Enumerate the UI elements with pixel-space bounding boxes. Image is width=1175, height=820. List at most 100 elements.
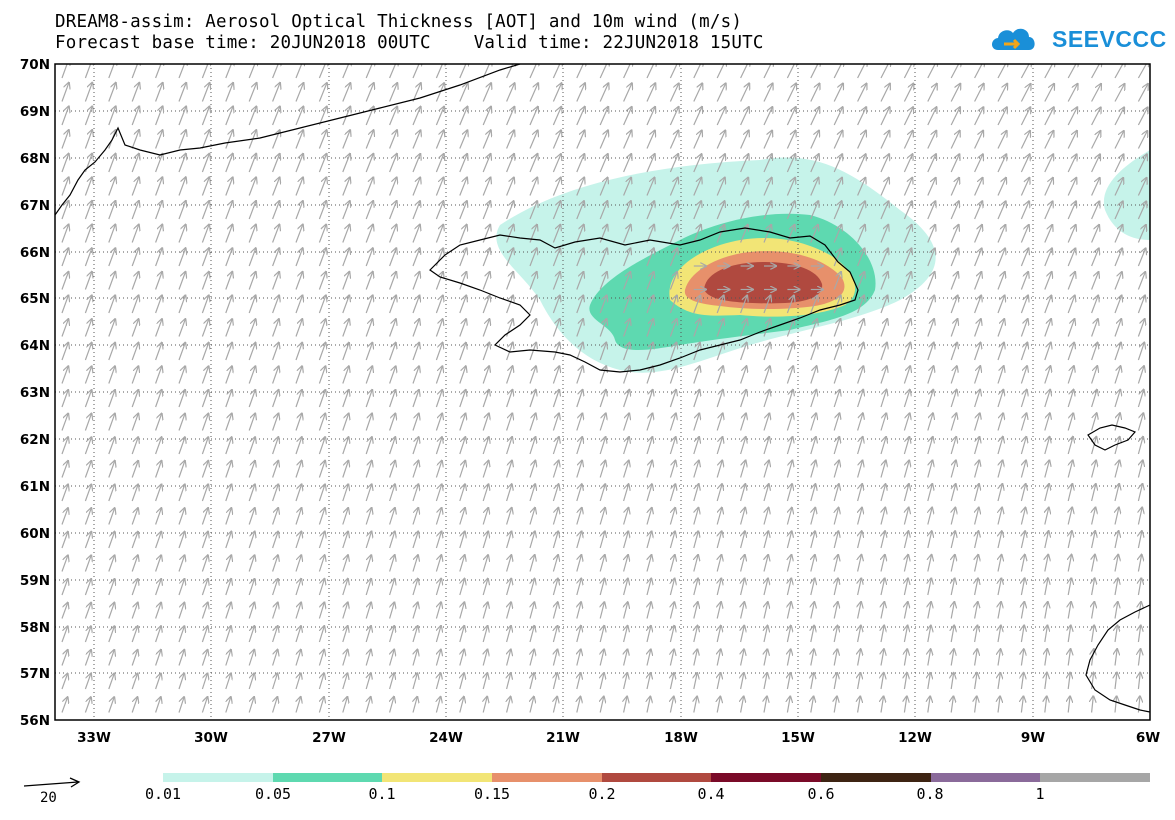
- wind-arrow: [716, 508, 722, 525]
- wind-arrow: [295, 225, 303, 243]
- wind-arrow: [576, 437, 582, 455]
- lat-label: 62N: [20, 432, 50, 448]
- wind-arrow: [717, 602, 721, 619]
- wind-arrow: [1114, 319, 1121, 337]
- wind-arrow: [1020, 249, 1028, 267]
- wind-arrow: [84, 248, 91, 267]
- wind-arrow: [318, 674, 324, 690]
- wind-arrow: [61, 697, 68, 713]
- wind-arrow: [974, 296, 982, 314]
- wind-arrow: [834, 579, 838, 596]
- wind-arrow: [272, 579, 278, 596]
- wind-arrow: [833, 390, 840, 408]
- wind-arrow: [435, 437, 442, 455]
- wind-arrow: [131, 178, 139, 196]
- wind-arrow: [1092, 579, 1095, 596]
- wind-arrow: [435, 390, 442, 408]
- wind-arrow: [435, 532, 441, 549]
- wind-arrow: [272, 367, 279, 384]
- wind-arrow: [506, 532, 512, 549]
- wind-arrow: [108, 532, 115, 549]
- wind-arrow: [1021, 508, 1025, 525]
- wind-arrow: [903, 319, 910, 337]
- wind-arrow: [482, 343, 489, 361]
- wind-arrow: [904, 579, 908, 596]
- wind-arrow: [61, 296, 68, 314]
- wind-arrow: [1020, 84, 1030, 102]
- wind-arrow: [833, 154, 842, 173]
- wind-arrow: [1044, 272, 1052, 290]
- wind-arrow: [225, 248, 233, 267]
- wind-arrow: [786, 178, 795, 196]
- wind-arrow: [342, 225, 350, 243]
- wind-arrow: [646, 461, 652, 478]
- wind-arrow: [155, 603, 161, 619]
- wind-arrow: [1067, 108, 1077, 126]
- wind-arrow: [365, 83, 374, 102]
- wind-arrow: [506, 461, 512, 478]
- wind-arrow: [108, 272, 115, 290]
- wind-arrow: [84, 650, 91, 666]
- lon-label: 15W: [781, 730, 815, 746]
- wind-arrow: [623, 64, 632, 79]
- wind-arrow: [646, 319, 653, 337]
- lat-label: 69N: [20, 104, 50, 120]
- wind-arrow: [1138, 461, 1142, 478]
- lon-label: 12W: [898, 730, 932, 746]
- wind-arrow: [950, 178, 959, 196]
- wind-arrow: [716, 437, 722, 455]
- wind-arrow: [763, 64, 773, 79]
- wind-arrow: [624, 697, 627, 713]
- wind-arrow: [272, 650, 278, 666]
- wind-arrow: [1068, 649, 1070, 666]
- wind-arrow: [553, 697, 557, 713]
- wind-arrow: [974, 272, 982, 290]
- wind-arrow: [225, 674, 231, 690]
- wind-arrow: [506, 107, 515, 126]
- wind-arrow: [553, 673, 557, 690]
- wind-arrow: [693, 366, 700, 384]
- wind-arrow: [577, 673, 581, 690]
- wind-arrow: [787, 650, 790, 666]
- wind-arrow: [201, 319, 208, 337]
- colorbar-swatch: [930, 773, 1041, 782]
- wind-arrow: [225, 508, 232, 525]
- colorbar-label: 0.15: [473, 785, 511, 803]
- wind-arrow: [459, 64, 468, 79]
- wind-arrow: [881, 673, 884, 690]
- wind-arrow: [1091, 319, 1098, 337]
- wind-arrow: [61, 201, 69, 220]
- wind-arrow: [833, 201, 841, 220]
- wind-arrow: [1091, 178, 1100, 196]
- wind-arrow: [272, 697, 278, 713]
- wind-arrow: [412, 555, 418, 572]
- wind-arrow: [342, 579, 348, 596]
- wind-arrow: [131, 579, 138, 596]
- wind-arrow: [460, 603, 465, 619]
- wind-arrow: [459, 154, 467, 173]
- wind-arrow: [904, 602, 907, 619]
- wind-arrow: [84, 201, 92, 220]
- wind-arrow: [857, 461, 863, 478]
- wind-arrow: [1114, 272, 1122, 290]
- wind-arrow: [623, 272, 631, 290]
- wind-arrow: [155, 390, 162, 408]
- wind-arrow: [131, 556, 138, 572]
- wind-arrow: [390, 650, 395, 666]
- wind-arrow: [459, 296, 466, 314]
- wind-arrow: [389, 626, 395, 643]
- wind-arrow: [178, 248, 186, 267]
- wind-arrow: [669, 461, 675, 478]
- wind-arrow: [716, 343, 723, 361]
- lat-label: 59N: [20, 573, 50, 589]
- wind-arrow: [974, 155, 983, 173]
- wind-arrow: [951, 626, 954, 643]
- wind-arrow: [669, 484, 675, 502]
- lat-label: 60N: [20, 526, 50, 542]
- wind-arrow: [833, 272, 841, 290]
- wind-arrow: [1091, 108, 1101, 126]
- wind-arrow: [997, 343, 1004, 361]
- wind-arrow: [389, 319, 396, 337]
- wind-arrow: [951, 673, 953, 690]
- wind-arrow: [763, 296, 770, 314]
